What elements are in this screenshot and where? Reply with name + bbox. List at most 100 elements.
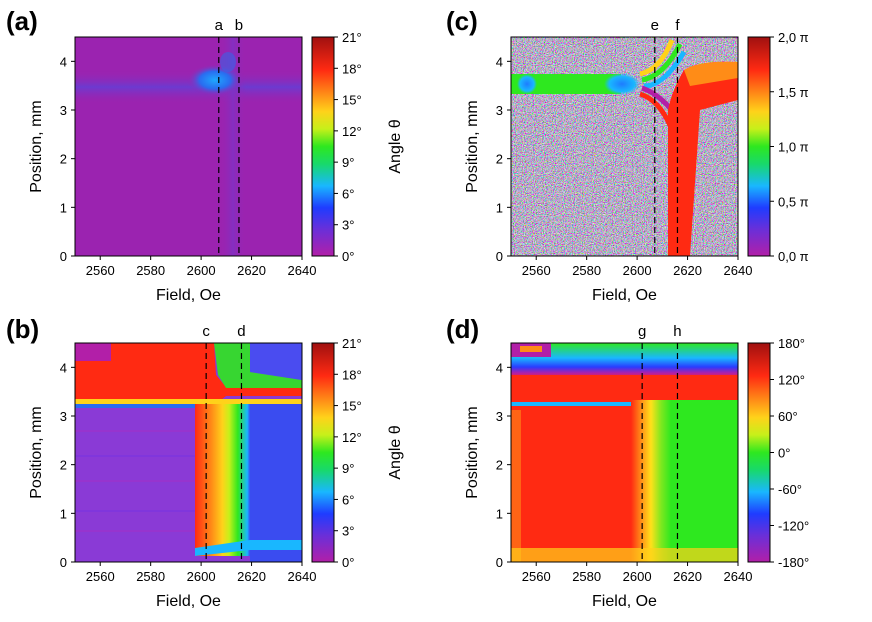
panel-d-colorbar-tick-label: -60° [778,482,802,497]
panel-a-xlabel: Field, Oe [156,287,221,304]
panel-b-xtick-label: 2580 [136,569,165,584]
panel-a-colorbar-tick-label: 15° [342,93,362,108]
panel-b-ytick-label: 1 [60,506,67,521]
panel-d-ytick-label: 0 [496,555,503,570]
panel-a-ytick-label: 1 [60,200,67,215]
panel-b-colorbar-label: Angle θ [387,425,404,479]
panel-a-xtick-label: 2640 [288,263,317,278]
panel-c-colorbar-tick-label: 0,0 π [778,249,809,264]
panel-a-colorbar-tick-label: 0° [342,249,354,264]
panel-b-colorbar-tick-label: 0° [342,555,354,570]
panel-a: (a) 2560 2580 2600 2620 2640 0 1 2 3 4 Field, Oe Pos… [6,6,316,304]
panel-c-colorbar-tick-label: 2,0 π [778,30,809,45]
panel-d: (d) 2560 2580 2600 2620 2640 0 1 2 3 4 Field, Oe Pos… [446,314,752,610]
panel-c-marker-label-f: f [675,17,680,34]
panel-c-colorbar: 0,0 π 0,5 π 1,0 π 1,5 π 2,0 π [747,30,809,264]
panel-c-colorbar-tick-label: 1,5 π [778,85,809,100]
panel-d-top-corner-stripe [520,346,542,352]
panel-b-marker-label-d: d [237,323,245,340]
panel-a-label: (a) [6,6,38,36]
panel-b-ytick-label: 2 [60,458,67,473]
panel-b-vertical-edge [195,404,250,556]
panel-a-colorbar-tick-label: 18° [342,61,362,76]
panel-c-axes: (c) 2560 2580 2600 2620 2640 0 1 2 3 4 Field, Oe Pos… [446,6,752,304]
panel-d-ylabel: Position, mm [464,406,481,498]
panel-a-xtick-label: 2600 [187,263,216,278]
panel-d-colorbar-tick-label: 180° [778,336,805,351]
panel-c-arc-1 [639,39,675,77]
panel-d-left-streak [511,410,521,562]
panel-d-xlabel: Field, Oe [592,593,657,610]
panel-d-cyan-line [511,402,631,406]
panel-c-ytick-label: 3 [496,103,503,118]
panel-c-ylabel: Position, mm [464,100,481,192]
panel-b-colorbar-tick-label: 21° [342,336,362,351]
panel-d-right-green [671,400,738,562]
panel-c-center-blob [604,73,640,95]
panel-b-xtick-label: 2560 [86,569,115,584]
panel-d-ytick-label: 2 [496,458,503,473]
panel-c-xtick-label: 2560 [522,263,551,278]
panel-a-colorbar-tick-label: 12° [342,124,362,139]
panel-a-colorbar-tick-label: 6° [342,186,354,201]
panel-b-ytick-label: 3 [60,409,67,424]
panel-c-frame [510,36,739,257]
panel-c-ytick-label: 0 [496,249,503,264]
panel-a-marker-label-b: b [235,17,243,34]
panel-b-colorbar-tick-label: 6° [342,492,354,507]
panel-a-xtick-label: 2580 [136,263,165,278]
panel-a-xtick-label: 2560 [86,263,115,278]
panel-c-colorbar-tick-label: 0,5 π [778,194,809,209]
panel-c-ytick-label: 4 [496,54,503,69]
panel-d-colorbar-tick-label: 60° [778,409,798,424]
panel-d-colorbar-tick-label: 120° [778,373,805,388]
panel-b-right-blue [250,404,302,562]
panel-c: (c) 2560 2580 2600 2620 2640 0 1 2 3 4 Field, Oe Pos… [446,6,752,304]
panel-c-xtick-label: 2640 [724,263,753,278]
panel-a-axes: (a) 2560 2580 2600 2620 2640 0 1 2 3 4 Field, Oe Pos… [6,6,316,304]
panel-c-marker-label-e: e [651,17,659,34]
panel-c-colorbar-tick-label: 1,0 π [778,140,809,155]
panel-a-colorbar-label: Angle θ [387,119,404,173]
panel-d-vertical-edge [631,400,671,562]
panel-d-colorbar: -180° -120° -60° 0° 60° 120° 180° [747,336,809,570]
panel-b-colorbar-tick-label: 12° [342,430,362,445]
panel-b-streak-4 [75,510,195,512]
panel-b-blue-line [75,404,195,408]
panel-a-heatmap [75,37,302,256]
panel-c-xtick-label: 2620 [673,263,702,278]
panel-c-xtick-label: 2580 [572,263,601,278]
panel-b-colorbar-bar [311,342,335,563]
panel-a-xtick-label: 2620 [237,263,266,278]
panel-d-colorbar-bar [747,342,771,563]
panel-d-marker-label-h: h [673,323,681,340]
panel-d-frame [510,342,739,563]
panel-d-xtick-label: 2580 [572,569,601,584]
panel-c-heatmap [511,37,738,256]
panel-a-colorbar: 0° 3° 6° 9° 12° 15° 18° 21° Angle θ [311,30,404,264]
panel-b-frame [74,342,303,563]
panel-d-bottom-strip [511,548,738,562]
panel-a-ytick-label: 0 [60,249,67,264]
panel-b-streak-1 [75,430,195,432]
panel-a-blue-blob [187,64,243,96]
panel-c-label: (c) [446,6,478,36]
panel-b-ylabel: Position, mm [28,406,45,498]
panel-b-bottom-cyan [195,540,302,556]
panel-b-xtick-label: 2620 [237,569,266,584]
panel-a-ytick-label: 2 [60,152,67,167]
panel-b-xtick-label: 2600 [187,569,216,584]
panel-b-label: (b) [6,314,39,344]
panel-b-colorbar-tick-label: 3° [342,524,354,539]
panel-a-frame [74,36,303,257]
panel-c-red-wedge [668,70,738,256]
panel-a-ytick-label: 3 [60,103,67,118]
panel-a-colorbar-tick-label: 9° [342,155,354,170]
panel-a-ylabel: Position, mm [28,100,45,192]
panel-c-ytick-label: 1 [496,200,503,215]
panel-b-xtick-label: 2640 [288,569,317,584]
panel-d-xtick-label: 2620 [673,569,702,584]
panel-d-red-band [511,375,738,400]
